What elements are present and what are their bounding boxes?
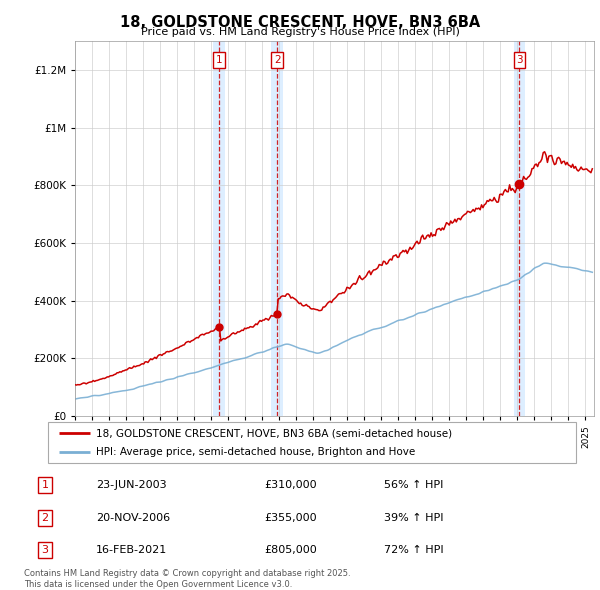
Text: 18, GOLDSTONE CRESCENT, HOVE, BN3 6BA: 18, GOLDSTONE CRESCENT, HOVE, BN3 6BA: [120, 15, 480, 30]
Text: 72% ↑ HPI: 72% ↑ HPI: [384, 545, 443, 555]
Text: 1: 1: [216, 55, 223, 65]
Text: 23-JUN-2003: 23-JUN-2003: [96, 480, 167, 490]
Text: Price paid vs. HM Land Registry's House Price Index (HPI): Price paid vs. HM Land Registry's House …: [140, 27, 460, 37]
Text: £310,000: £310,000: [264, 480, 317, 490]
Text: 20-NOV-2006: 20-NOV-2006: [96, 513, 170, 523]
Text: £355,000: £355,000: [264, 513, 317, 523]
Text: 2: 2: [41, 513, 49, 523]
Text: 16-FEB-2021: 16-FEB-2021: [96, 545, 167, 555]
Text: 39% ↑ HPI: 39% ↑ HPI: [384, 513, 443, 523]
Text: Contains HM Land Registry data © Crown copyright and database right 2025.
This d: Contains HM Land Registry data © Crown c…: [24, 569, 350, 589]
Text: 18, GOLDSTONE CRESCENT, HOVE, BN3 6BA (semi-detached house): 18, GOLDSTONE CRESCENT, HOVE, BN3 6BA (s…: [95, 428, 452, 438]
Bar: [271, 41, 283, 416]
Bar: [514, 41, 526, 416]
Text: 3: 3: [516, 55, 523, 65]
Text: 2: 2: [274, 55, 281, 65]
Text: 1: 1: [41, 480, 49, 490]
Text: £805,000: £805,000: [264, 545, 317, 555]
Text: 56% ↑ HPI: 56% ↑ HPI: [384, 480, 443, 490]
Bar: [213, 41, 225, 416]
Text: HPI: Average price, semi-detached house, Brighton and Hove: HPI: Average price, semi-detached house,…: [95, 447, 415, 457]
Text: 3: 3: [41, 545, 49, 555]
